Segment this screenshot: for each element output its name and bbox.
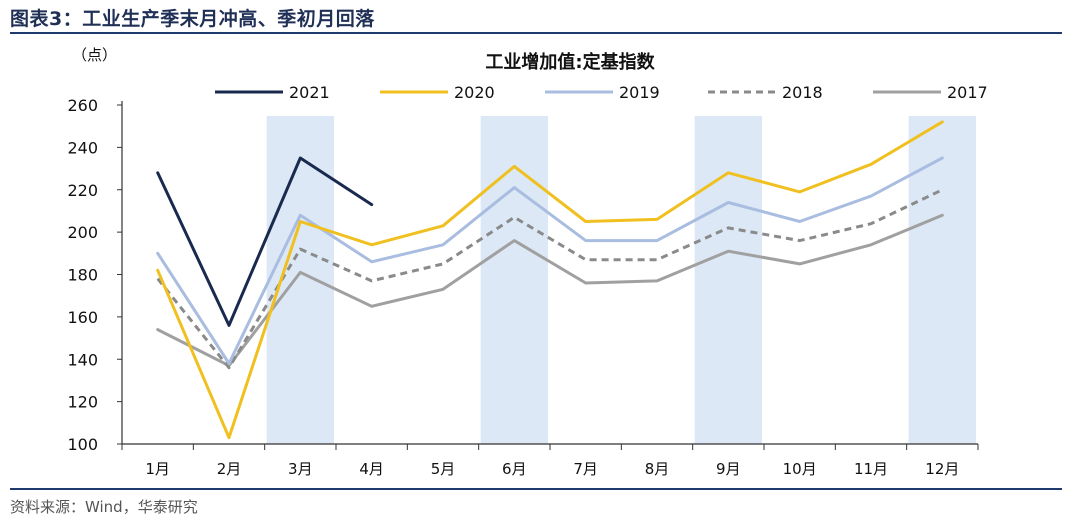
- legend-label-2021: 2021: [289, 83, 330, 102]
- y-axis-unit: （点）: [72, 46, 117, 64]
- x-tick-label: 11月: [854, 460, 888, 478]
- series-line-2018: [156, 188, 943, 370]
- bottom-rule: [10, 488, 1062, 490]
- x-tick-label: 1月: [145, 460, 170, 478]
- x-tick-label: 5月: [431, 460, 456, 478]
- series-line-2017: [156, 213, 944, 368]
- x-tick-label: 2月: [217, 460, 242, 478]
- x-tick-label: 3月: [288, 460, 313, 478]
- y-tick-label: 180: [67, 266, 98, 285]
- y-tick-label: 260: [67, 96, 98, 115]
- y-tick-label: 160: [67, 308, 98, 327]
- legend-label-2019: 2019: [619, 83, 660, 102]
- axes: 100 120 140 160 180 200 220 240 260 1月 2月 3月 4月 5月 6月 7…: [67, 96, 979, 478]
- x-tick-label: 12月: [925, 460, 959, 478]
- x-tick-label: 9月: [716, 460, 741, 478]
- highlight-band-6: [480, 116, 548, 444]
- legend-label-2017: 2017: [947, 83, 988, 102]
- x-tick-label: 10月: [783, 460, 817, 478]
- x-tick-label: 7月: [573, 460, 598, 478]
- legend-label-2020: 2020: [454, 83, 495, 102]
- legend-label-2018: 2018: [782, 83, 823, 102]
- series-line-2019: [156, 156, 944, 365]
- series-line-2021: [156, 156, 374, 327]
- highlight-band-3: [266, 116, 334, 444]
- highlight-band-12: [908, 116, 976, 444]
- chart-title: 工业增加值:定基指数: [485, 51, 655, 73]
- figure-title: 图表3：工业生产季末月冲高、季初月回落: [10, 4, 375, 31]
- legend: 2021 2020 2019 2018 2017: [215, 83, 988, 102]
- x-tick-label: 4月: [359, 460, 384, 478]
- y-tick-label: 140: [67, 350, 98, 369]
- figure-label: 图表3：: [10, 8, 83, 30]
- y-tick-label: 120: [67, 393, 98, 412]
- source-note: 资料来源：Wind，华泰研究: [10, 498, 198, 516]
- y-tick-label: 240: [67, 138, 98, 157]
- highlight-band-9: [694, 116, 762, 444]
- y-tick-label: 220: [67, 181, 98, 200]
- y-tick-label: 200: [67, 223, 98, 242]
- x-tick-label: 6月: [502, 460, 527, 478]
- y-tick-label: 100: [67, 435, 98, 454]
- series-lines: [156, 120, 944, 440]
- x-tick-label: 8月: [645, 460, 670, 478]
- top-rule: [10, 32, 1062, 34]
- series-line-2020: [156, 120, 944, 440]
- line-chart: 100 120 140 160 180 200 220 240 260 1月 2月 3月 4月 5月 6月 7…: [67, 46, 988, 478]
- figure-title-text: 工业生产季末月冲高、季初月回落: [82, 8, 375, 30]
